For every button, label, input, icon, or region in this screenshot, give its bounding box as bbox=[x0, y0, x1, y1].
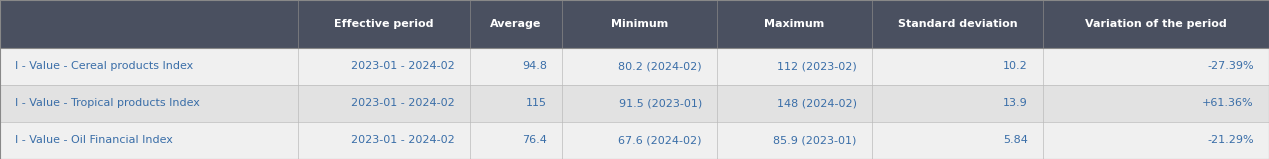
Text: 94.8: 94.8 bbox=[522, 61, 547, 71]
Bar bbox=[0, 0, 298, 48]
Bar bbox=[470, 0, 562, 48]
Text: 115: 115 bbox=[525, 98, 547, 108]
Text: I - Value - Cereal products Index: I - Value - Cereal products Index bbox=[15, 61, 193, 71]
Text: 91.5 (2023-01): 91.5 (2023-01) bbox=[618, 98, 702, 108]
Bar bbox=[562, 0, 717, 48]
Text: -21.29%: -21.29% bbox=[1207, 135, 1254, 145]
Text: 85.9 (2023-01): 85.9 (2023-01) bbox=[773, 135, 857, 145]
Bar bbox=[0, 48, 1269, 85]
Text: 2023-01 - 2024-02: 2023-01 - 2024-02 bbox=[350, 98, 454, 108]
Text: 2023-01 - 2024-02: 2023-01 - 2024-02 bbox=[350, 61, 454, 71]
Bar bbox=[298, 0, 470, 48]
Text: 67.6 (2024-02): 67.6 (2024-02) bbox=[618, 135, 702, 145]
Bar bbox=[0, 122, 1269, 159]
Text: 13.9: 13.9 bbox=[1003, 98, 1028, 108]
Text: 2023-01 - 2024-02: 2023-01 - 2024-02 bbox=[350, 135, 454, 145]
Text: I - Value - Oil Financial Index: I - Value - Oil Financial Index bbox=[15, 135, 173, 145]
Bar bbox=[1043, 0, 1269, 48]
Text: 148 (2024-02): 148 (2024-02) bbox=[777, 98, 857, 108]
Bar bbox=[717, 0, 872, 48]
Text: +61.36%: +61.36% bbox=[1202, 98, 1254, 108]
Text: Minimum: Minimum bbox=[610, 19, 669, 29]
Text: 80.2 (2024-02): 80.2 (2024-02) bbox=[618, 61, 702, 71]
Text: 112 (2023-02): 112 (2023-02) bbox=[777, 61, 857, 71]
Text: -27.39%: -27.39% bbox=[1207, 61, 1254, 71]
Text: Effective period: Effective period bbox=[334, 19, 434, 29]
Text: Average: Average bbox=[490, 19, 542, 29]
Text: Standard deviation: Standard deviation bbox=[897, 19, 1018, 29]
Text: 76.4: 76.4 bbox=[522, 135, 547, 145]
Text: 5.84: 5.84 bbox=[1003, 135, 1028, 145]
Text: Maximum: Maximum bbox=[764, 19, 825, 29]
Bar bbox=[0, 85, 1269, 122]
Text: 10.2: 10.2 bbox=[1003, 61, 1028, 71]
Bar bbox=[872, 0, 1043, 48]
Text: Variation of the period: Variation of the period bbox=[1085, 19, 1227, 29]
Text: I - Value - Tropical products Index: I - Value - Tropical products Index bbox=[15, 98, 201, 108]
